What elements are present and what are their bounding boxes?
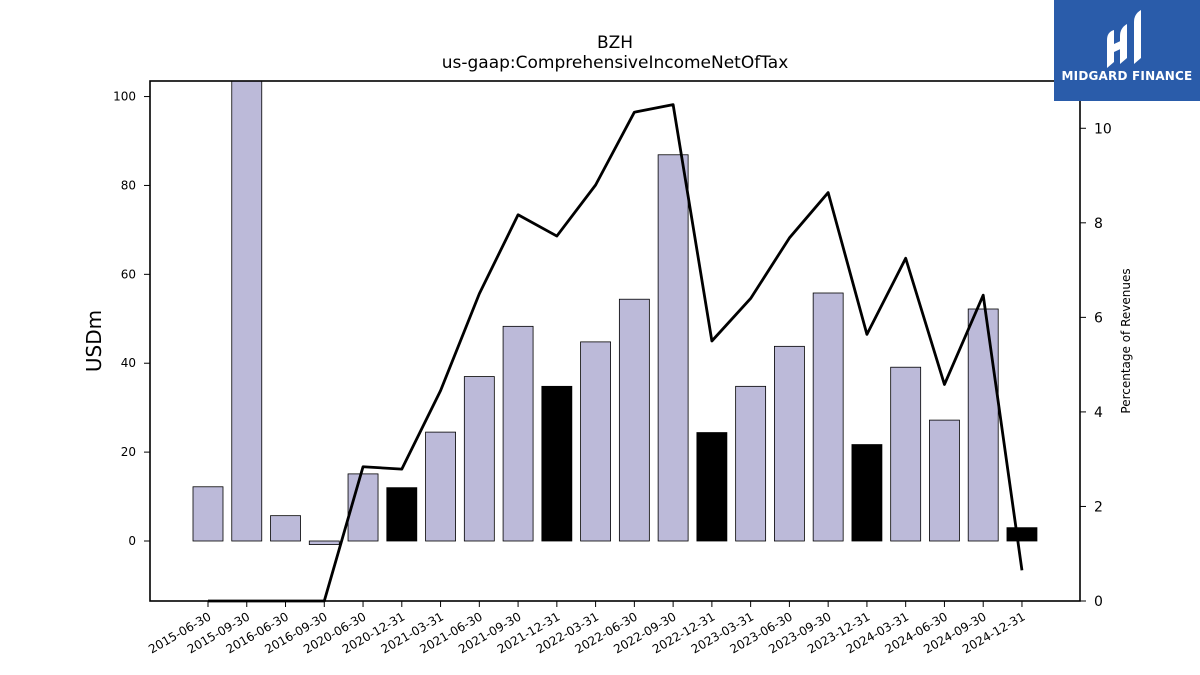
y-tick-label: 80 (121, 178, 136, 192)
plot-frame (149, 80, 1081, 602)
y-tick-label: 100 (113, 90, 136, 104)
series-line (208, 103, 1024, 603)
line-group (208, 103, 1024, 603)
bar (231, 80, 263, 542)
bar (696, 432, 728, 542)
logo-mark-icon (1107, 10, 1141, 68)
bar (774, 345, 805, 542)
y2-axis-label: Percentage of Revenues (1119, 268, 1133, 413)
bar (812, 292, 844, 542)
brand-logo: MIDGARD FINANCE (1054, 0, 1200, 101)
bar (618, 298, 650, 542)
x-axis: 2015-06-302015-09-302016-06-302016-09-30… (146, 601, 1027, 656)
bar (463, 376, 495, 542)
bar (735, 385, 767, 542)
bar (580, 341, 611, 542)
bar (890, 366, 922, 542)
y2-tick-label: 10 (1094, 121, 1112, 137)
chart-subtitle: us-gaap:ComprehensiveIncomeNetOfTax (442, 53, 789, 73)
y2-tick-label: 6 (1094, 310, 1103, 326)
bar (541, 385, 573, 542)
y2-tick-label: 8 (1094, 216, 1103, 232)
bar (967, 308, 999, 542)
bar (308, 540, 340, 545)
bar (425, 431, 456, 542)
bar (386, 487, 418, 542)
bar (502, 325, 534, 542)
bar (192, 486, 224, 542)
bar (851, 444, 883, 542)
logo-text: MIDGARD FINANCE (1061, 69, 1193, 83)
y-tick-label: 0 (128, 534, 136, 548)
y-tick-label: 40 (121, 356, 136, 370)
y2-tick-label: 0 (1094, 594, 1103, 610)
bar (1006, 527, 1038, 542)
bar (929, 419, 960, 542)
y-tick-label: 60 (121, 267, 136, 281)
bar (347, 473, 379, 542)
y2-axis: 0 2 4 6 8 10 (1080, 121, 1112, 610)
y-tick-label: 20 (121, 445, 136, 459)
y-axis: 0 20 40 60 80 100 (113, 90, 150, 548)
bar (657, 154, 689, 542)
chart-title: BZH (597, 33, 633, 53)
y2-tick-label: 2 (1094, 499, 1103, 515)
bar (270, 515, 301, 542)
bars-group (192, 80, 1038, 545)
y2-tick-label: 4 (1094, 405, 1103, 421)
y-axis-label: USDm (82, 310, 106, 372)
